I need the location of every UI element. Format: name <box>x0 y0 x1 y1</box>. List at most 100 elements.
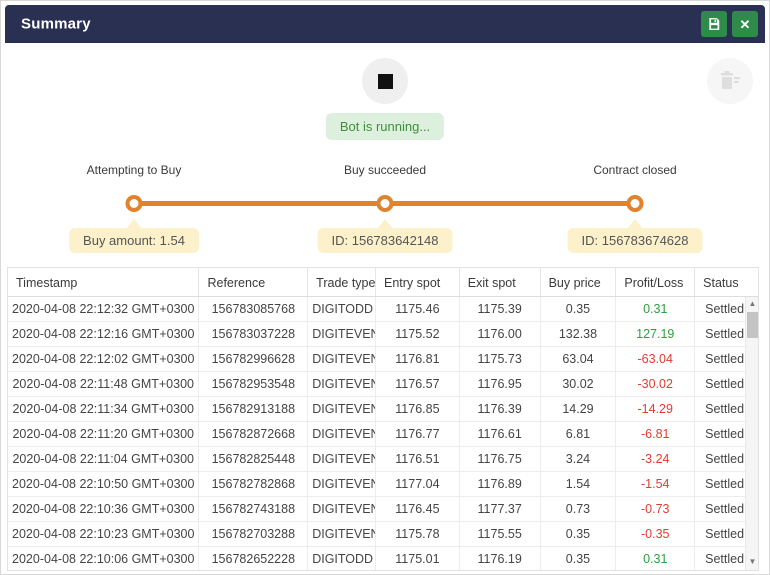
cell-reference: 156782743188 <box>199 497 309 521</box>
col-header-status: Status <box>703 276 739 290</box>
table-row: 2020-04-08 22:12:32 GMT+0300 15678308576… <box>8 297 758 322</box>
cell-reference: 156782782868 <box>199 472 309 496</box>
cell-buy-price: 0.35 <box>541 522 617 546</box>
tooltip-arrow-2 <box>377 219 393 229</box>
cell-exit-spot: 1177.37 <box>460 497 541 521</box>
cell-trade-type: DIGITODD <box>308 547 377 570</box>
dialog-titlebar: Summary ✕ <box>5 5 765 43</box>
cell-reference: 156783037228 <box>199 322 309 346</box>
cell-entry-spot: 1176.51 <box>376 447 460 471</box>
cell-timestamp: 2020-04-08 22:10:50 GMT+0300 <box>8 472 200 496</box>
table-row: 2020-04-08 22:10:06 GMT+0300 15678265222… <box>8 547 758 570</box>
cell-exit-spot: 1176.19 <box>460 547 541 570</box>
col-header-exit-spot: Exit spot <box>460 268 541 296</box>
clear-log-trash-icon <box>718 69 742 93</box>
cell-exit-spot: 1176.89 <box>460 472 541 496</box>
cell-trade-type: DIGITEVEN <box>308 347 377 371</box>
step-label-buy-succeeded: Buy succeeded <box>343 163 427 177</box>
cell-timestamp: 2020-04-08 22:11:20 GMT+0300 <box>8 422 200 446</box>
table-row: 2020-04-08 22:12:02 GMT+0300 15678299662… <box>8 347 758 372</box>
cell-entry-spot: 1175.78 <box>376 522 460 546</box>
table-body: 2020-04-08 22:12:32 GMT+0300 15678308576… <box>8 297 758 570</box>
cell-reference: 156782872668 <box>199 422 309 446</box>
cell-status: Settled <box>705 352 745 366</box>
step-label-contract-closed: Contract closed <box>593 163 677 177</box>
cell-status: Settled <box>705 552 745 566</box>
col-header-entry-spot: Entry spot <box>376 268 460 296</box>
trades-table: Timestamp Reference Trade type Entry spo… <box>7 267 759 571</box>
table-row: 2020-04-08 22:11:34 GMT+0300 15678291318… <box>8 397 758 422</box>
cell-profit-loss: -0.35 <box>616 522 696 546</box>
cell-entry-spot: 1176.77 <box>376 422 460 446</box>
tooltip-arrow-3 <box>627 219 643 229</box>
table-scrollbar[interactable]: ▲ ▼ <box>745 297 758 570</box>
stepper-node-2 <box>376 195 394 212</box>
cell-timestamp: 2020-04-08 22:11:48 GMT+0300 <box>8 372 200 396</box>
dialog-title: Summary <box>21 15 91 33</box>
cell-timestamp: 2020-04-08 22:11:04 GMT+0300 <box>8 447 200 471</box>
stepper-node-1 <box>125 195 143 212</box>
cell-trade-type: DIGITEVEN <box>308 497 377 521</box>
cell-buy-price: 6.81 <box>541 422 617 446</box>
col-header-profit-loss: Profit/Loss <box>616 268 696 296</box>
cell-trade-type: DIGITEVEN <box>308 397 377 421</box>
cell-timestamp: 2020-04-08 22:10:06 GMT+0300 <box>8 547 200 570</box>
cell-trade-type: DIGITEVEN <box>308 472 377 496</box>
cell-timestamp: 2020-04-08 22:12:02 GMT+0300 <box>8 347 200 371</box>
cell-trade-type: DIGITEVEN <box>308 322 377 346</box>
cell-entry-spot: 1176.85 <box>376 397 460 421</box>
cell-entry-spot: 1176.81 <box>376 347 460 371</box>
cell-buy-price: 0.35 <box>541 547 617 570</box>
cell-buy-price: 1.54 <box>541 472 617 496</box>
cell-profit-loss: 0.31 <box>616 297 696 321</box>
cell-entry-spot: 1176.57 <box>376 372 460 396</box>
close-button[interactable]: ✕ <box>732 11 758 37</box>
cell-exit-spot: 1176.39 <box>460 397 541 421</box>
cell-buy-price: 30.02 <box>541 372 617 396</box>
cell-buy-price: 14.29 <box>541 397 617 421</box>
cell-entry-spot: 1175.52 <box>376 322 460 346</box>
stop-bot-button[interactable] <box>362 58 408 104</box>
cell-entry-spot: 1175.01 <box>376 547 460 570</box>
cell-exit-spot: 1176.00 <box>460 322 541 346</box>
cell-reference: 156782652228 <box>199 547 309 570</box>
cell-buy-price: 0.35 <box>541 297 617 321</box>
cell-profit-loss: -3.24 <box>616 447 696 471</box>
cell-timestamp: 2020-04-08 22:11:34 GMT+0300 <box>8 397 200 421</box>
cell-status: Settled <box>705 427 745 441</box>
tooltip-buy-amount: Buy amount: 1.54 <box>69 228 199 253</box>
cell-exit-spot: 1175.55 <box>460 522 541 546</box>
table-row: 2020-04-08 22:11:04 GMT+0300 15678282544… <box>8 447 758 472</box>
cell-status: Settled <box>705 402 745 416</box>
stop-icon <box>377 73 393 89</box>
table-row: 2020-04-08 22:11:48 GMT+0300 15678295354… <box>8 372 758 397</box>
table-row: 2020-04-08 22:10:50 GMT+0300 15678278286… <box>8 472 758 497</box>
tooltip-arrow-1 <box>126 219 142 229</box>
floppy-disk-icon <box>707 17 721 31</box>
cell-status: Settled <box>705 327 745 341</box>
save-button[interactable] <box>701 11 727 37</box>
cell-profit-loss: 0.31 <box>616 547 696 570</box>
cell-status: Settled <box>705 452 745 466</box>
cell-reference: 156782825448 <box>199 447 309 471</box>
col-header-timestamp: Timestamp <box>8 268 200 296</box>
cell-timestamp: 2020-04-08 22:12:16 GMT+0300 <box>8 322 200 346</box>
clear-log-button[interactable] <box>707 58 753 104</box>
cell-exit-spot: 1176.61 <box>460 422 541 446</box>
cell-entry-spot: 1177.04 <box>376 472 460 496</box>
cell-buy-price: 132.38 <box>541 322 617 346</box>
table-row: 2020-04-08 22:10:23 GMT+0300 15678270328… <box>8 522 758 547</box>
scrollbar-thumb[interactable] <box>747 312 758 338</box>
scroll-down-arrow[interactable]: ▼ <box>748 557 757 566</box>
cell-buy-price: 3.24 <box>541 447 617 471</box>
col-header-trade-type: Trade type <box>308 268 376 296</box>
cell-profit-loss: -30.02 <box>616 372 696 396</box>
table-header-row: Timestamp Reference Trade type Entry spo… <box>8 268 758 297</box>
scroll-up-arrow[interactable]: ▲ <box>748 299 757 308</box>
cell-status: Settled <box>705 377 745 391</box>
cell-entry-spot: 1175.46 <box>376 297 460 321</box>
cell-reference: 156782913188 <box>199 397 309 421</box>
col-header-buy-price: Buy price <box>541 268 617 296</box>
cell-reference: 156782703288 <box>199 522 309 546</box>
